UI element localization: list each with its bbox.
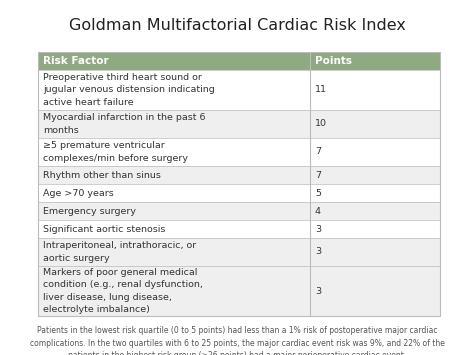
Text: ≥5 premature ventricular
complexes/min before surgery: ≥5 premature ventricular complexes/min b… [43, 141, 188, 163]
Bar [38, 138, 440, 166]
Bar [38, 220, 440, 238]
Text: Markers of poor general medical
condition (e.g., renal dysfunction,
liver diseas: Markers of poor general medical conditio… [43, 268, 203, 314]
Bar [38, 184, 440, 202]
Text: Myocardial infarction in the past 6
months: Myocardial infarction in the past 6 mont… [43, 114, 206, 135]
Text: Intraperitoneal, intrathoracic, or
aortic surgery: Intraperitoneal, intrathoracic, or aorti… [43, 241, 196, 263]
Text: Age >70 years: Age >70 years [43, 189, 114, 197]
Text: 3: 3 [315, 286, 321, 295]
Text: 7: 7 [315, 170, 321, 180]
Text: 3: 3 [315, 224, 321, 234]
Bar [38, 202, 440, 220]
Bar [38, 52, 440, 316]
Text: Rhythm other than sinus: Rhythm other than sinus [43, 170, 161, 180]
Bar [38, 110, 440, 138]
Text: Patients in the lowest risk quartile (0 to 5 points) had less than a 1% risk of : Patients in the lowest risk quartile (0 … [29, 326, 445, 355]
Text: 4: 4 [315, 207, 321, 215]
Bar [38, 52, 440, 70]
Text: 5: 5 [315, 189, 321, 197]
Bar [38, 166, 440, 184]
Text: 3: 3 [315, 247, 321, 257]
Bar [38, 70, 440, 110]
Text: Preoperative third heart sound or
jugular venous distension indicating
active he: Preoperative third heart sound or jugula… [43, 73, 215, 106]
Text: Emergency surgery: Emergency surgery [43, 207, 136, 215]
Text: Points: Points [315, 56, 352, 66]
Bar [38, 238, 440, 266]
Text: Significant aortic stenosis: Significant aortic stenosis [43, 224, 165, 234]
Bar [38, 266, 440, 316]
Text: 10: 10 [315, 120, 327, 129]
Text: 11: 11 [315, 86, 327, 94]
Text: 7: 7 [315, 147, 321, 157]
Text: Risk Factor: Risk Factor [43, 56, 109, 66]
Text: Goldman Multifactorial Cardiac Risk Index: Goldman Multifactorial Cardiac Risk Inde… [69, 18, 405, 33]
